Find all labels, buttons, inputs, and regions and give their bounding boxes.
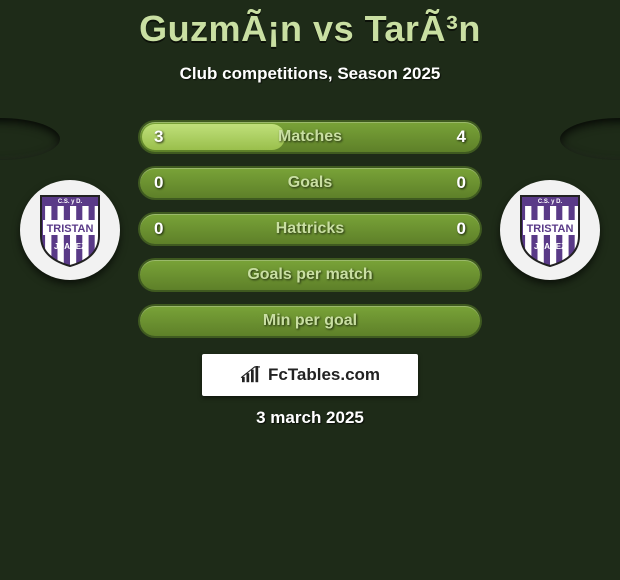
stat-label: Goals per match xyxy=(140,260,480,290)
svg-text:TRISTAN: TRISTAN xyxy=(527,223,574,235)
stat-value-right xyxy=(452,306,480,336)
stat-value-right: 4 xyxy=(443,122,480,152)
stat-label: Min per goal xyxy=(140,306,480,336)
svg-text:JUAREZ: JUAREZ xyxy=(54,242,86,251)
stat-label: Goals xyxy=(140,168,480,198)
player-photo-slot-left xyxy=(0,118,60,160)
bar-chart-icon xyxy=(240,366,262,384)
club-crest-icon: C.S. y D. TRISTAN JUAREZ xyxy=(39,192,101,268)
player-photo-slot-right xyxy=(560,118,620,160)
brand-box: FcTables.com xyxy=(202,354,418,396)
page-subtitle: Club competitions, Season 2025 xyxy=(0,64,620,84)
svg-text:JUAREZ: JUAREZ xyxy=(534,242,566,251)
club-crest-icon: C.S. y D. TRISTAN JUAREZ xyxy=(519,192,581,268)
stat-label: Matches xyxy=(140,122,480,152)
page-title: GuzmÃ¡n vs TarÃ³n xyxy=(0,0,620,50)
stat-row-min-per-goal: Min per goal xyxy=(140,306,480,336)
stat-row-matches: 3 Matches 4 xyxy=(140,122,480,152)
stat-value-right: 0 xyxy=(443,214,480,244)
svg-text:C.S. y D.: C.S. y D. xyxy=(538,199,563,205)
stat-value-right xyxy=(452,260,480,290)
club-badge-right: C.S. y D. TRISTAN JUAREZ xyxy=(500,180,600,280)
stat-bars: 3 Matches 4 0 Goals 0 0 Hattricks 0 Goal… xyxy=(140,122,480,352)
stat-label: Hattricks xyxy=(140,214,480,244)
stat-row-goals: 0 Goals 0 xyxy=(140,168,480,198)
stat-row-goals-per-match: Goals per match xyxy=(140,260,480,290)
stat-row-hattricks: 0 Hattricks 0 xyxy=(140,214,480,244)
brand-text: FcTables.com xyxy=(268,365,380,385)
club-badge-left: C.S. y D. TRISTAN JUAREZ xyxy=(20,180,120,280)
svg-text:C.S. y D.: C.S. y D. xyxy=(58,199,83,205)
stat-value-right: 0 xyxy=(443,168,480,198)
date-text: 3 march 2025 xyxy=(0,408,620,428)
svg-text:TRISTAN: TRISTAN xyxy=(47,223,94,235)
